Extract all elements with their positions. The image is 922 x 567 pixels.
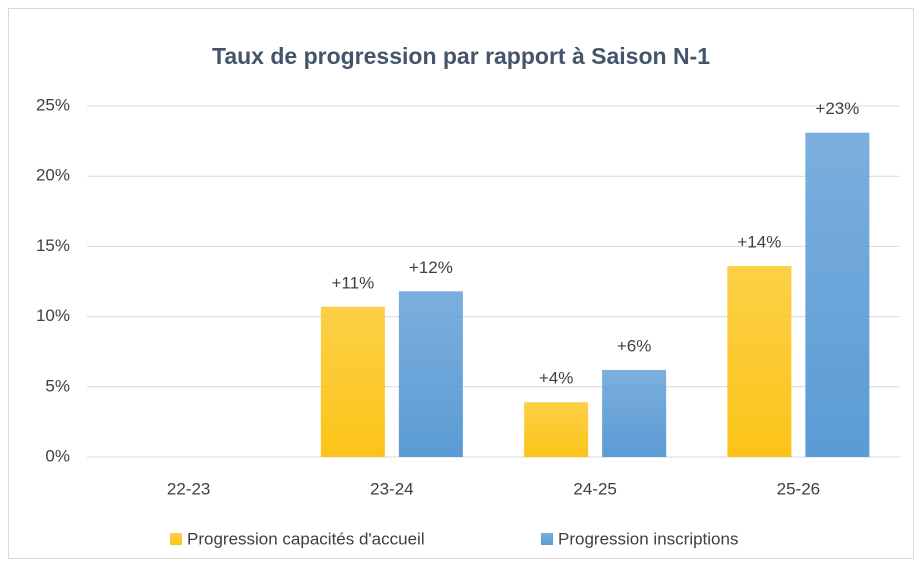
bar [524, 402, 589, 457]
data-label: +4% [539, 369, 574, 388]
x-tick-label: 25-26 [777, 479, 820, 498]
y-tick-label: 10% [36, 306, 70, 325]
legend-swatch [170, 533, 182, 545]
legend-label: Progression inscriptions [558, 529, 738, 548]
data-label: +11% [332, 273, 375, 292]
data-label: +6% [617, 336, 652, 355]
bar [602, 369, 667, 457]
y-tick-label: 20% [36, 166, 70, 185]
bar [320, 306, 385, 457]
data-label: +14% [737, 233, 781, 252]
bar [398, 291, 463, 457]
bar [805, 132, 870, 457]
legend-label: Progression capacités d'accueil [187, 529, 425, 548]
data-label: +12% [409, 258, 453, 277]
data-label: +23% [815, 99, 859, 118]
y-tick-label: 0% [45, 446, 70, 465]
bar [727, 266, 792, 457]
x-tick-label: 23-24 [370, 479, 413, 498]
y-tick-label: 5% [45, 376, 70, 395]
y-tick-label: 15% [36, 236, 70, 255]
y-tick-label: 25% [36, 95, 70, 114]
legend-swatch [541, 533, 553, 545]
x-tick-label: 22-23 [167, 479, 210, 498]
x-tick-label: 24-25 [573, 479, 616, 498]
chart-title: Taux de progression par rapport à Saison… [212, 43, 710, 69]
